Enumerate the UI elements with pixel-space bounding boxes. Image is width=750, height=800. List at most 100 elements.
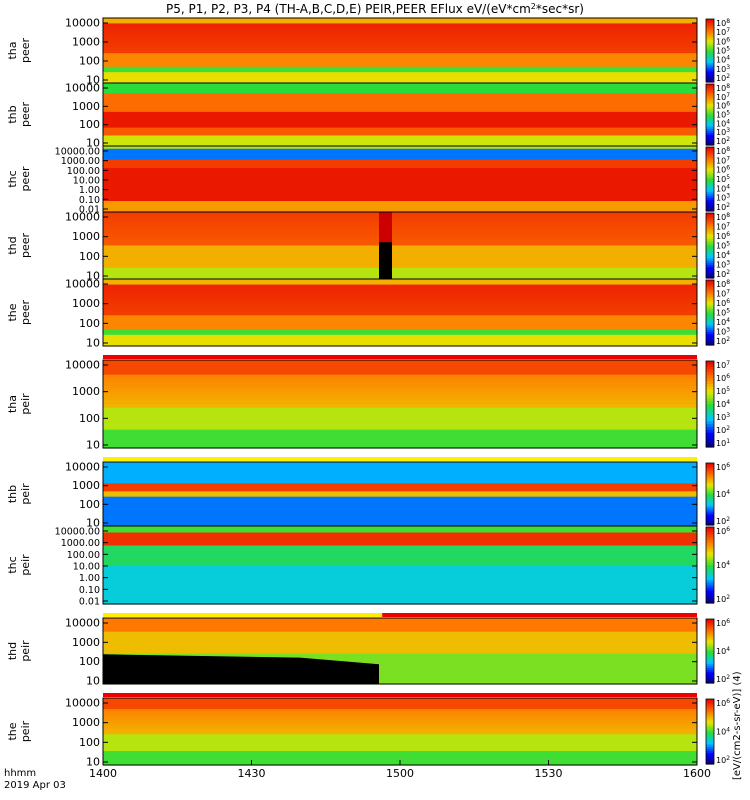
spectrogram-band <box>103 723 697 727</box>
colorbar-segment <box>706 661 714 665</box>
colorbar-segment <box>706 65 714 68</box>
spectrogram-band <box>103 90 697 95</box>
colorbar-segment <box>706 128 714 132</box>
spectrogram-band <box>103 88 697 92</box>
panel-frame <box>102 278 698 347</box>
colorbar-segment <box>706 565 714 569</box>
spectrogram-band <box>103 127 697 131</box>
data-gap-block <box>103 654 379 684</box>
spectrogram-band <box>103 656 697 660</box>
spectrogram-band <box>103 143 697 147</box>
colorbar-segment <box>706 280 714 283</box>
spectrogram-band <box>103 526 697 530</box>
spectrogram-band <box>103 698 697 702</box>
colorbar-segment <box>706 395 714 399</box>
spectrogram-band <box>103 39 697 43</box>
spectrogram-band <box>103 470 697 474</box>
colorbar-tick-label: 106 <box>716 298 730 309</box>
colorbar-segment <box>706 514 714 518</box>
spectrogram-band <box>103 532 697 537</box>
colorbar-segment <box>706 275 714 279</box>
spectrogram-band <box>103 433 697 438</box>
colorbar-tick-label: 102 <box>716 516 730 527</box>
spectrogram-band <box>103 670 697 674</box>
colorbar-segment <box>706 504 714 507</box>
y-axis-label: peir <box>19 483 32 505</box>
colorbar-segment <box>706 600 714 604</box>
colorbar-segment <box>706 153 714 157</box>
spectrogram-band <box>103 631 697 636</box>
spectrogram-band <box>103 717 697 721</box>
colorbar-segment <box>706 363 714 368</box>
spectrogram-band <box>103 483 697 487</box>
spectrogram-band <box>103 114 697 118</box>
colorbar-segment <box>706 61 714 64</box>
colorbar-tick-label: 106 <box>716 373 730 384</box>
colorbar-segment <box>706 623 714 626</box>
spectrogram-band <box>103 279 697 283</box>
colorbar-tick-label: 104 <box>716 118 730 129</box>
y-tick-label: 100 <box>79 498 100 511</box>
quality-flag-bar <box>382 613 697 617</box>
spectrogram-band <box>103 587 697 592</box>
spectrogram-band <box>103 77 697 81</box>
y-axis-label: peir <box>19 554 32 576</box>
spectrogram-band <box>103 478 697 482</box>
colorbar-tick-label: 104 <box>716 183 730 194</box>
colorbar-segment <box>706 25 714 28</box>
colorbar-segment <box>706 56 714 60</box>
colorbar-segment <box>706 707 714 711</box>
colorbar-segment <box>706 554 714 558</box>
colorbar-segment <box>706 496 714 499</box>
colorbar-tick-label: 108 <box>716 212 730 223</box>
spectrogram-band <box>103 565 697 569</box>
spectrogram-band <box>103 190 697 194</box>
colorbar-segment <box>706 426 714 431</box>
colorbar-segment <box>706 552 714 556</box>
colorbar-segment <box>706 174 714 178</box>
spectrogram-band <box>103 737 697 741</box>
colorbar-segment <box>706 92 714 95</box>
colorbar-segment <box>706 230 714 234</box>
colorbar-segment <box>706 676 714 680</box>
colorbar-segment <box>706 241 714 244</box>
colorbar-segment <box>706 712 714 715</box>
panel-thb-peir: 10 100 1000 10000 thb peir 102 104 106 <box>6 457 730 530</box>
colorbar-segment <box>706 164 714 167</box>
panel-thb-peer: 10 100 1000 10000 thb peer 1021031041051061071… <box>6 82 730 150</box>
spectrogram-band <box>103 396 697 401</box>
colorbar-segment <box>706 386 714 391</box>
colorbar-segment <box>706 406 714 411</box>
spectrogram-band <box>103 367 697 372</box>
colorbar-segment <box>706 562 714 566</box>
spectrogram-band <box>103 711 697 716</box>
colorbar-segment <box>706 31 714 35</box>
colorbar-segment <box>706 243 714 247</box>
y-tick-label: 10000.00 <box>55 147 100 158</box>
colorbar-segment <box>706 392 714 396</box>
colorbar-segment <box>706 122 714 126</box>
colorbar-segment <box>706 221 714 225</box>
colorbar-frame <box>705 18 715 83</box>
spectrogram-band <box>103 69 697 73</box>
spectrogram-band <box>103 298 697 302</box>
y-tick-label: 1000.00 <box>61 156 100 167</box>
colorbar-segment <box>706 249 714 253</box>
colorbar-segment <box>706 703 714 707</box>
colorbar-segment <box>706 147 714 150</box>
colorbar-segment <box>706 668 714 671</box>
colorbar-segment <box>706 138 714 142</box>
y-axis-label: peir <box>19 640 32 662</box>
colorbar-segment <box>706 161 714 165</box>
spectrogram-band <box>103 184 697 188</box>
colorbar-segment <box>706 520 714 524</box>
colorbar-segment <box>706 206 714 210</box>
spectrogram-band <box>103 223 697 227</box>
colorbar-segment <box>706 198 714 201</box>
colorbar-segment <box>706 742 714 746</box>
colorbar-segment <box>706 424 714 428</box>
spectrogram-band <box>103 119 697 123</box>
colorbar-segment <box>706 290 714 294</box>
colorbar-segment <box>706 580 714 584</box>
spectrogram-band <box>103 231 697 235</box>
